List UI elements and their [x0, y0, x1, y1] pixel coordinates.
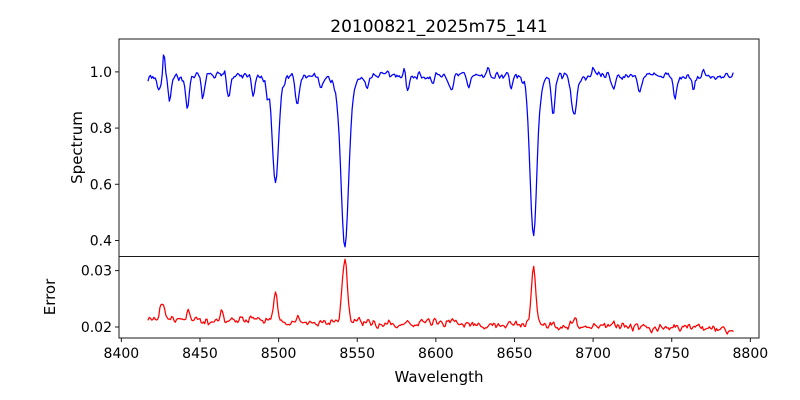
y-tick-label: 0.4 [90, 233, 112, 249]
y-tick-label: 0.03 [81, 264, 112, 280]
y-tick-label: 1.0 [90, 65, 112, 81]
error-panel-frame [118, 256, 760, 339]
y-axis-label-error: Error [41, 278, 59, 315]
y-tick-label: 0.02 [81, 320, 112, 336]
x-tick-label: 8750 [654, 346, 690, 362]
y-tick-label: 0.6 [90, 177, 112, 193]
x-tick-label: 8450 [182, 346, 218, 362]
error-line-series [147, 258, 734, 335]
x-axis-label: Wavelength [395, 368, 484, 386]
axis-ticks: 8400 8450 8500 8550 8600 8650 8700 8750 8800 0.4 0… [81, 65, 768, 362]
y-axis-label-spectrum: Spectrum [68, 111, 86, 184]
x-tick-label: 8400 [104, 346, 140, 362]
x-tick-label: 8650 [497, 346, 533, 362]
x-tick-label: 8550 [339, 346, 375, 362]
x-tick-label: 8700 [575, 346, 611, 362]
x-tick-label: 8600 [418, 346, 454, 362]
error-panel [118, 256, 760, 339]
spectrum-line-series [147, 54, 734, 248]
x-tick-label: 8800 [733, 346, 769, 362]
y-tick-label: 0.8 [90, 121, 112, 137]
x-tick-label: 8500 [261, 346, 297, 362]
chart-title: 20100821_2025m75_141 [330, 17, 547, 37]
